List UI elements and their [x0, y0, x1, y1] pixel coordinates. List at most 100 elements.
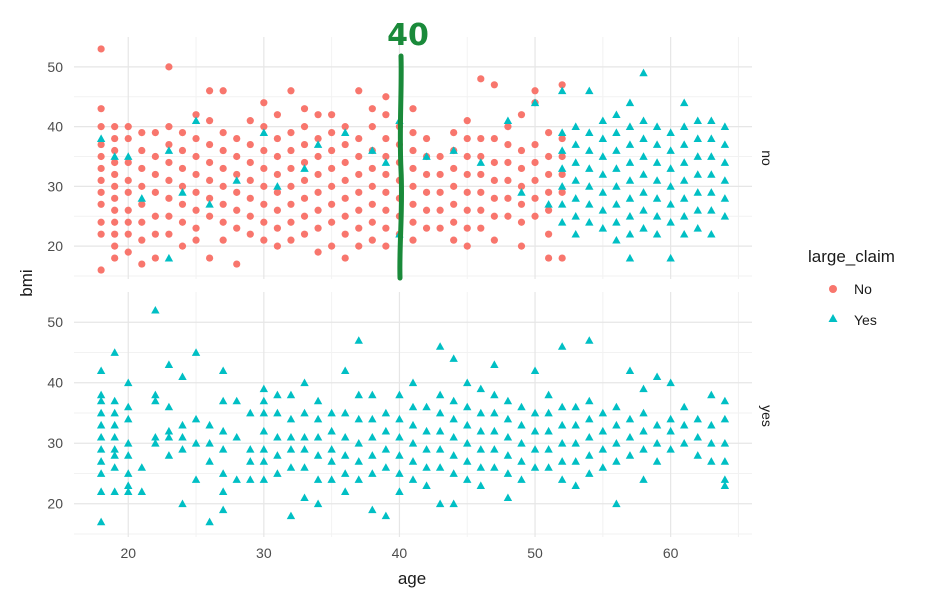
point-no — [97, 176, 105, 185]
point-no — [151, 230, 159, 238]
point-yes — [124, 152, 133, 160]
point-yes — [666, 164, 675, 172]
point-no — [219, 218, 227, 226]
point-no — [382, 152, 390, 161]
point-yes — [693, 414, 702, 423]
point-yes — [625, 212, 635, 220]
point-yes — [422, 445, 431, 453]
point-yes — [191, 475, 201, 483]
point-no — [463, 224, 471, 232]
point-yes — [557, 218, 567, 226]
point-yes — [666, 146, 675, 154]
point-no — [477, 224, 485, 232]
point-yes — [598, 426, 608, 435]
point-yes — [557, 342, 567, 350]
point-yes — [666, 426, 675, 435]
point-yes — [720, 457, 730, 465]
point-no — [165, 63, 173, 71]
point-yes — [612, 110, 621, 119]
point-no — [165, 194, 173, 202]
point-no — [422, 170, 431, 179]
point-yes — [557, 200, 567, 208]
point-no — [192, 152, 200, 161]
point-no — [531, 158, 539, 167]
point-no — [111, 230, 119, 238]
point-no — [206, 117, 214, 125]
point-no — [273, 134, 281, 143]
point-yes — [612, 420, 621, 429]
point-no — [558, 134, 566, 143]
point-yes — [408, 378, 418, 387]
point-no — [111, 242, 119, 250]
point-yes — [652, 140, 662, 148]
point-yes — [490, 360, 499, 368]
point-no — [341, 176, 349, 185]
point-yes — [666, 182, 675, 190]
point-yes — [354, 457, 363, 465]
point-yes — [96, 445, 106, 453]
gridlines — [74, 37, 752, 537]
point-no — [111, 134, 119, 143]
point-no — [273, 170, 281, 179]
point-no — [422, 206, 431, 214]
point-yes — [368, 390, 377, 399]
point-yes — [259, 396, 269, 405]
point-no — [531, 176, 539, 185]
point-yes — [666, 378, 675, 387]
point-no — [504, 194, 512, 202]
point-yes — [666, 200, 675, 208]
point-yes — [368, 432, 377, 441]
point-yes — [178, 188, 187, 196]
point-yes — [680, 420, 689, 429]
point-yes — [571, 439, 580, 447]
point-no — [273, 152, 281, 161]
point-no — [151, 212, 159, 220]
point-yes — [218, 487, 228, 495]
point-no — [111, 218, 119, 226]
point-no — [558, 170, 566, 179]
point-yes — [544, 390, 553, 399]
point-yes — [720, 158, 730, 166]
point-no — [97, 105, 105, 113]
point-no — [409, 146, 417, 155]
point-no — [558, 81, 566, 89]
point-yes — [490, 426, 499, 435]
point-no — [314, 111, 322, 119]
point-yes — [259, 457, 269, 465]
point-no — [300, 194, 309, 202]
point-yes — [612, 182, 621, 190]
point-yes — [449, 354, 458, 362]
point-yes — [544, 408, 553, 417]
y-axis-title: bmi — [17, 269, 36, 296]
point-yes — [571, 212, 580, 220]
point-yes — [625, 432, 635, 441]
point-yes — [96, 487, 106, 495]
point-yes — [137, 487, 146, 495]
point-yes — [639, 170, 648, 178]
point-yes — [720, 439, 730, 447]
point-yes — [110, 420, 119, 429]
point-yes — [341, 432, 350, 441]
point-yes — [503, 493, 513, 502]
point-no — [504, 158, 512, 167]
point-yes — [530, 445, 540, 453]
point-yes — [720, 212, 730, 220]
point-no — [138, 146, 146, 155]
point-no — [382, 111, 390, 119]
point-yes — [422, 481, 431, 489]
point-no — [504, 140, 512, 149]
point-yes — [435, 342, 445, 350]
point-no — [124, 158, 132, 167]
point-no — [422, 224, 431, 232]
point-yes — [422, 463, 431, 471]
point-no — [97, 164, 105, 173]
point-yes — [693, 451, 702, 459]
point-yes — [652, 194, 662, 202]
point-yes — [503, 414, 513, 423]
point-yes — [124, 378, 133, 387]
point-yes — [259, 445, 269, 453]
point-no — [124, 248, 132, 256]
point-yes — [137, 463, 146, 471]
point-yes — [557, 128, 567, 136]
point-yes — [218, 445, 228, 453]
